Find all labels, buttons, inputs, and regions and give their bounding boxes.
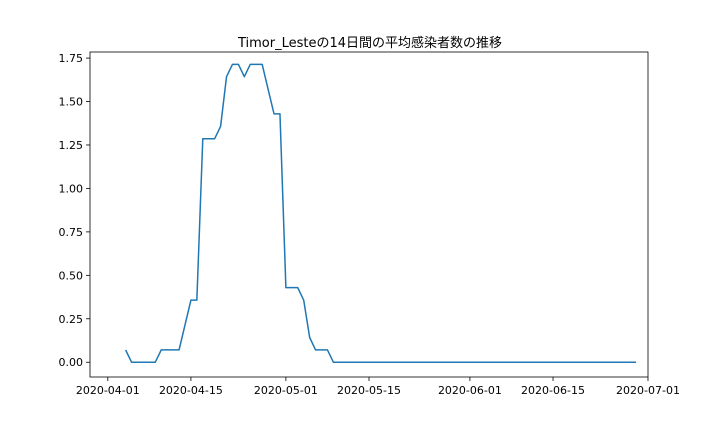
x-tick-label: 2020-05-15: [337, 384, 401, 397]
y-tick-label: 1.00: [59, 182, 84, 195]
y-tick-label: 0.25: [59, 313, 84, 326]
y-tick-label: 1.50: [59, 96, 84, 109]
x-axis: 2020-04-01 2020-04-15 2020-05-01 2020-05-15…: [76, 377, 680, 397]
x-tick-label: 2020-05-01: [254, 384, 318, 397]
x-tick-label: 2020-04-15: [159, 384, 223, 397]
x-tick-label: 2020-06-15: [521, 384, 585, 397]
plot-area: [124, 63, 637, 363]
plot-frame: [89, 51, 649, 378]
series-line: [124, 63, 637, 363]
chart-title: Timor_Lesteの14日間の平均感染者数の推移: [237, 35, 502, 51]
y-tick-label: 1.75: [59, 52, 84, 65]
y-tick-label: 0.75: [59, 226, 84, 239]
x-tick-label: 2020-07-01: [616, 384, 680, 397]
x-tick-label: 2020-06-01: [438, 384, 502, 397]
y-tick-label: 1.25: [59, 139, 84, 152]
y-tick-label: 0.50: [59, 269, 84, 282]
x-tick-label: 2020-04-01: [76, 384, 140, 397]
y-tick-label: 0.00: [59, 356, 84, 369]
y-axis: 0.00 0.25 0.50 0.75 1.00 1.25 1.50 1.75: [59, 52, 90, 369]
